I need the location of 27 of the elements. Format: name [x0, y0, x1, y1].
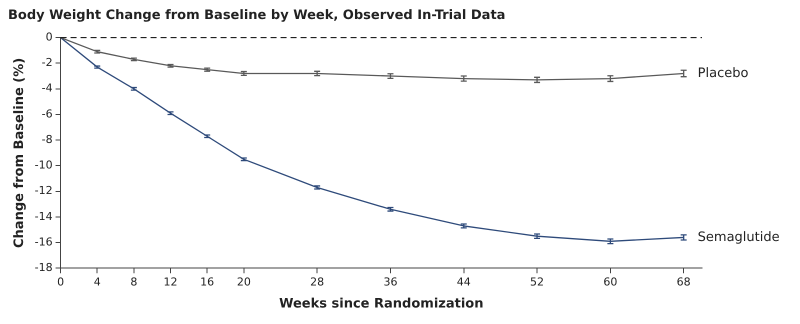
- y-tick-label: 0: [46, 30, 53, 44]
- x-tick-label: 52: [530, 276, 544, 289]
- y-tick-label: -12: [34, 184, 53, 198]
- x-tick-label: 44: [456, 276, 471, 289]
- x-tick-label: 68: [676, 276, 691, 289]
- y-tick-label: -8: [42, 132, 53, 146]
- x-axis-title: Weeks since Randomization: [279, 296, 484, 312]
- y-tick-label: -4: [42, 82, 53, 95]
- series-label: Placebo: [698, 66, 748, 81]
- y-tick-label: -16: [34, 235, 53, 248]
- y-tick-label: -10: [34, 158, 53, 172]
- y-tick-label: -18: [34, 261, 53, 274]
- x-tick-label: 0: [57, 276, 64, 289]
- x-tick-label: 28: [310, 276, 324, 289]
- x-tick-label: 16: [200, 276, 214, 289]
- x-tick-label: 4: [94, 276, 101, 289]
- x-tick-label: 60: [603, 276, 618, 289]
- x-tick-label: 12: [164, 276, 178, 289]
- y-tick-label: -14: [34, 210, 53, 223]
- y-axis-title: Change from Baseline (%): [12, 58, 28, 248]
- x-tick-label: 36: [383, 276, 398, 289]
- x-tick-label: 8: [130, 276, 138, 289]
- y-tick-label: -6: [42, 107, 53, 120]
- chart-title: Body Weight Change from Baseline by Week, Observed In-Trial Data: [8, 8, 506, 25]
- x-tick-label: 20: [236, 276, 251, 289]
- series-label: Semaglutide: [698, 230, 780, 245]
- y-tick-label: -2: [42, 56, 53, 70]
